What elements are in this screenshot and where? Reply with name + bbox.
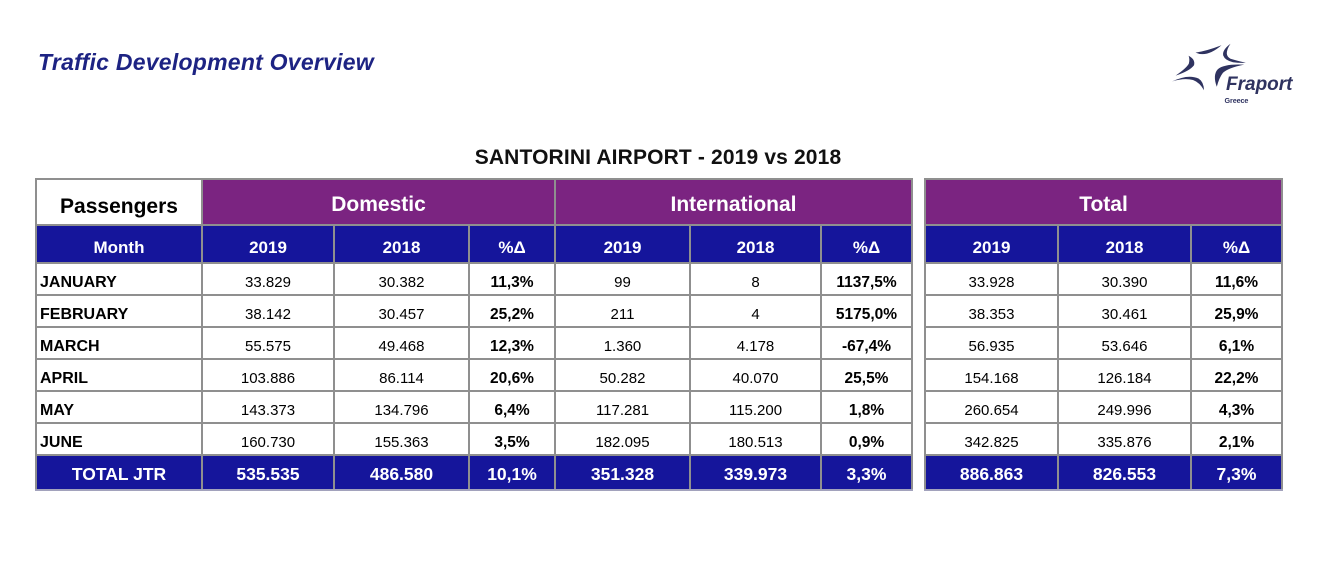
svg-text:Greece: Greece [1225, 96, 1249, 105]
svg-text:Fraport: Fraport [1226, 74, 1293, 95]
